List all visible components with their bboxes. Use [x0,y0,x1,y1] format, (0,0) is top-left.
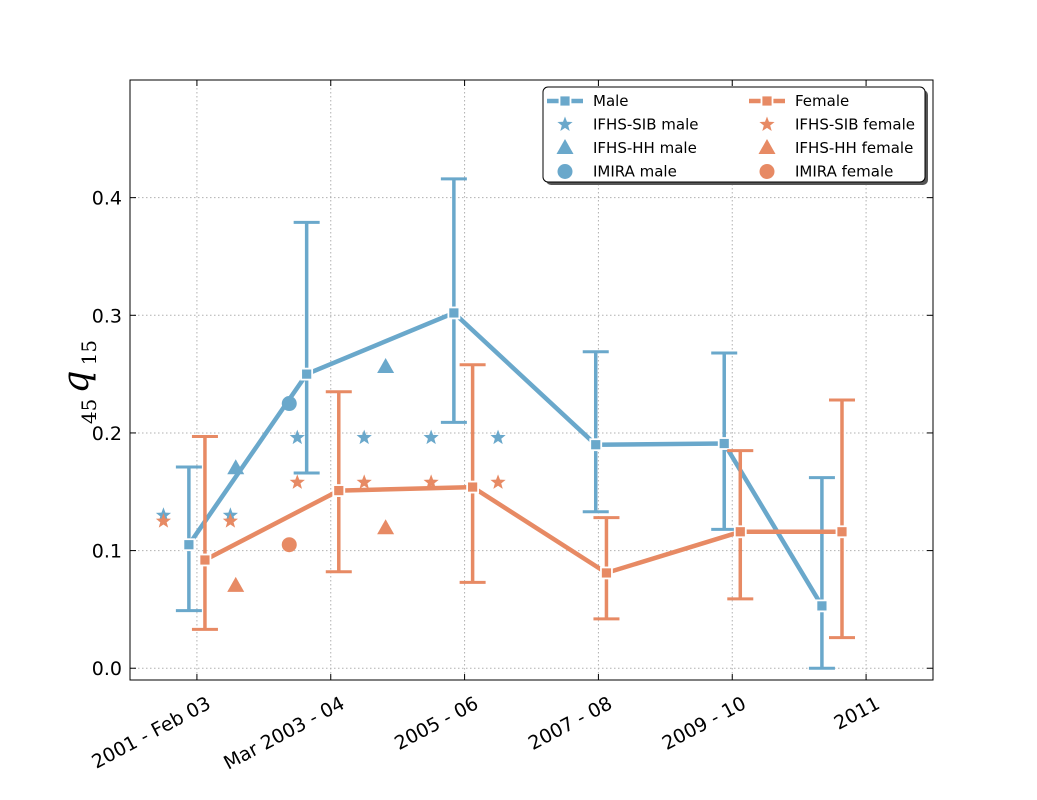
data-point-male [447,306,461,320]
legend-label: IFHS-SIB female [795,116,915,134]
data-point-male [182,538,196,552]
scatter-imira-female [281,537,297,553]
legend-label: Female [795,92,849,110]
legend-marker [759,164,775,179]
legend: Male Female IFHS-SIB male IFHS-SIB female IF… [542,86,928,185]
scatter-point-ifhs-sib-male [356,429,372,445]
scatter-point-ifhs-sib-female [356,474,372,489]
series-male [175,177,835,670]
x-tick-label: 2011 [831,692,884,734]
scatter-point-ifhs-sib-female [423,474,439,489]
data-point-male [815,599,829,613]
data-point-female [835,525,849,539]
legend-label: IFHS-SIB male [593,116,698,134]
data-point-female [733,525,747,539]
x-tick-label: 2005 - 06 [391,692,482,754]
scatter-point-ifhs-hh-female [227,576,245,592]
scatter-point-ifhs-hh-male [377,358,395,374]
y-tick-label: 0.3 [92,305,122,327]
data-point-male [589,438,603,452]
y-axis-label-main: q [56,370,97,393]
legend-entry-ifhs-sib-female: IFHS-SIB female [759,116,915,134]
scatter-imira-male [281,396,297,412]
y-tick-label: 0.1 [92,541,122,563]
legend-label: IFHS-HH female [795,139,913,157]
scatter-layer [155,358,506,592]
legend-label: IMIRA female [795,163,893,181]
y-axis-label-prefix: 45 [77,399,101,424]
scatter-point-imira-female [281,537,297,553]
scatter-point-ifhs-sib-female [155,513,172,528]
scatter-point-ifhs-hh-male [227,459,245,475]
scatter-point-ifhs-sib-female [490,474,506,489]
y-axis-label-subscript: 15 [77,340,101,365]
scatter-point-ifhs-hh-female [377,519,395,535]
data-point-female [600,566,613,580]
legend-label: IFHS-HH male [593,139,697,157]
legend-marker [557,116,573,131]
legend-marker [759,116,775,131]
scatter-point-ifhs-sib-male [423,429,439,445]
legend-entry-ifhs-hh-male: IFHS-HH male [556,139,697,157]
x-tick-label: 2009 - 10 [659,692,750,754]
legend-box [542,86,926,183]
legend-entry-female: Female [749,92,849,110]
legend-marker [556,139,574,154]
series-line-female [203,484,842,576]
x-tick-label: 2001 - Feb 03 [88,692,214,773]
series-female [191,363,855,640]
legend-entry-imira-male: IMIRA male [557,163,677,181]
legend-marker [760,94,774,108]
legend-label: Male [593,92,629,110]
data-point-male [300,367,314,381]
data-point-female [466,480,480,494]
legend-label: IMIRA male [593,163,677,181]
y-tick-label: 0.2 [92,423,122,445]
scatter-point-ifhs-sib-female [289,474,305,489]
x-tick-label: Mar 2003 - 04 [220,692,348,774]
legend-entry-ifhs-sib-male: IFHS-SIB male [557,116,698,134]
legend-marker [558,94,572,108]
y-axis-label-text: 45 q 15 [56,340,101,424]
y-axis-label: 45 q 15 [56,340,101,424]
scatter-ifhs-hh-male [227,358,395,475]
plot-area-frame [129,79,934,681]
series-line-male [187,310,824,608]
legend-entry-ifhs-hh-female: IFHS-HH female [758,139,913,157]
scatter-ifhs-hh-female [227,519,395,592]
scatter-point-ifhs-sib-male [490,429,506,445]
scatter-point-ifhs-sib-male [289,429,305,445]
y-tick-label: 0.4 [92,188,122,210]
legend-marker [557,164,573,179]
series-layer [175,177,855,670]
data-point-female [198,553,212,567]
legend-marker [758,139,776,154]
legend-entry-male: Male [547,92,629,110]
scatter-ifhs-sib-male [155,429,506,522]
x-tick-label: 2007 - 08 [525,692,616,754]
legend-entry-imira-female: IMIRA female [759,163,893,181]
y-tick-label: 0.0 [92,658,122,680]
scatter-ifhs-sib-female [155,474,506,528]
data-point-female [332,484,346,497]
scatter-point-imira-male [281,396,297,412]
data-point-male [717,437,731,450]
scatter-point-ifhs-sib-female [222,513,238,528]
